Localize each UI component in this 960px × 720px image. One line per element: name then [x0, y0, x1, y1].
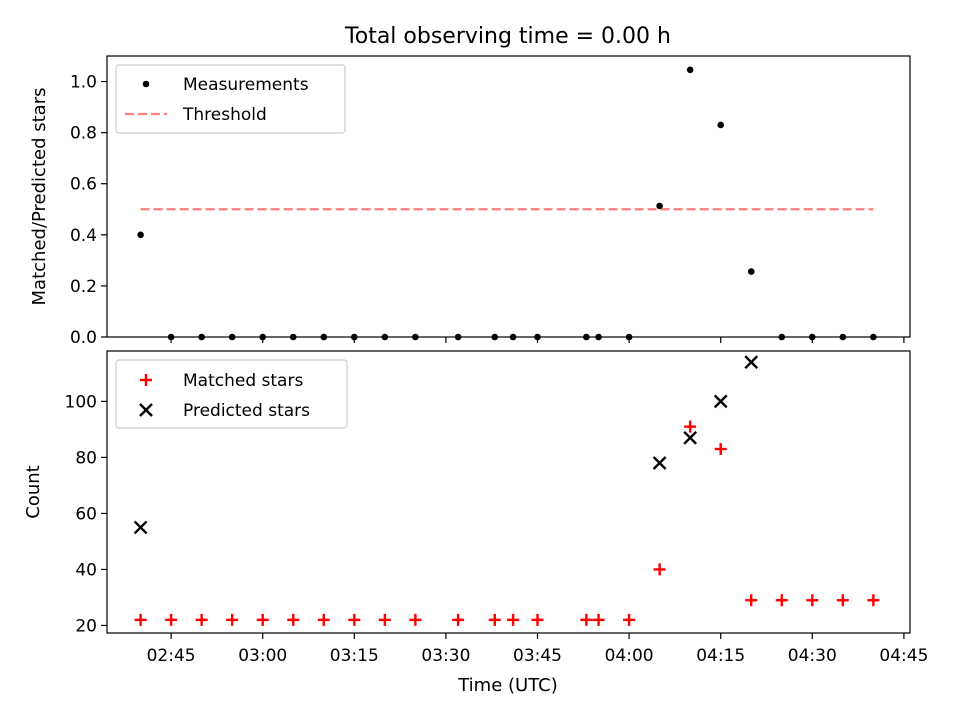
predicted-star-point: [652, 456, 667, 470]
legend-marker-matched: [140, 374, 152, 386]
x-tick-label: 03:30: [421, 646, 470, 666]
x-tick-label: 03:15: [330, 646, 379, 666]
predicted-star-point: [133, 520, 148, 535]
top-y-tick-label: 0.0: [70, 328, 97, 348]
matched-star-point: [684, 420, 697, 433]
matched-star-point: [592, 613, 605, 626]
top-panel: Matched/Predicted stars Measurements Thre…: [29, 55, 911, 348]
matched-star-point: [378, 613, 391, 626]
bottom-plot-frame: [106, 350, 911, 634]
legend-label-predicted: Predicted stars: [183, 401, 310, 421]
measurement-point: [137, 231, 144, 239]
top-legend: Measurements Threshold: [115, 64, 346, 134]
legend-box: [115, 359, 348, 429]
x-tick-label: 03:45: [513, 646, 562, 666]
legend-label-threshold: Threshold: [182, 105, 267, 125]
measurement-point: [656, 202, 663, 210]
matched-star-point: [806, 594, 819, 607]
matched-star-point: [507, 613, 520, 626]
matched-star-point: [195, 613, 208, 626]
top-y-tick-label: 0.6: [70, 175, 97, 195]
matched-star-point: [452, 613, 465, 626]
bottom-y-tick-label: 60: [75, 504, 97, 524]
top-y-tick-label: 0.2: [70, 277, 97, 297]
measurement-point: [686, 66, 694, 74]
bottom-panel: Count Time (UTC) Matched stars Predicted …: [23, 350, 928, 696]
measurement-point: [717, 121, 724, 129]
x-tick-label: 04:15: [696, 646, 745, 666]
chart-title: Total observing time = 0.00 h: [344, 24, 671, 49]
top-y-tick-label: 0.4: [70, 226, 97, 246]
top-plot-frame: [106, 55, 911, 338]
matched-star-point: [287, 613, 300, 626]
bottom-y-tick-label: 20: [75, 616, 97, 636]
x-tick-label: 04:30: [788, 646, 837, 666]
legend-label-matched: Matched stars: [183, 371, 303, 391]
matched-star-point: [623, 613, 636, 626]
matched-star-point: [488, 613, 501, 626]
matched-star-point: [836, 594, 849, 607]
matched-star-point: [867, 594, 880, 607]
matched-star-point: [775, 594, 788, 607]
top-y-axis-label: Matched/Predicted stars: [29, 88, 50, 306]
matched-star-point: [226, 613, 239, 626]
matched-star-point: [165, 613, 178, 626]
legend-marker-predicted: [139, 403, 153, 417]
bottom-y-axis-label: Count: [23, 465, 44, 518]
x-tick-label: 04:45: [879, 646, 928, 666]
top-y-tick-label: 1.0: [70, 73, 97, 93]
legend-marker-measurements: [142, 80, 150, 88]
predicted-star-point: [744, 355, 759, 370]
x-tick-label: 02:45: [147, 646, 196, 666]
matched-star-point: [745, 594, 758, 607]
predicted-star-point: [683, 430, 698, 445]
matched-star-point: [531, 613, 544, 626]
legend-box: [115, 64, 346, 134]
bottom-legend: Matched stars Predicted stars: [115, 359, 348, 429]
bottom-y-tick-label: 40: [75, 560, 97, 580]
matched-star-point: [714, 443, 727, 456]
matched-star-point: [653, 563, 666, 576]
x-axis-label: Time (UTC): [457, 675, 558, 696]
predicted-star-point: [713, 394, 728, 409]
top-y-tick-label: 0.8: [70, 124, 97, 144]
bottom-y-tick-label: 100: [65, 392, 97, 412]
x-tick-label: 03:00: [238, 646, 287, 666]
matched-star-point: [409, 613, 422, 626]
matched-star-point: [317, 613, 330, 626]
matched-star-point: [256, 613, 269, 626]
measurement-point: [747, 268, 755, 275]
bottom-y-tick-label: 80: [75, 448, 97, 468]
legend-label-measurements: Measurements: [183, 75, 309, 95]
matched-star-point: [134, 613, 147, 626]
matched-star-point: [580, 613, 593, 626]
x-tick-label: 04:00: [605, 646, 654, 666]
matched-star-point: [348, 613, 361, 626]
